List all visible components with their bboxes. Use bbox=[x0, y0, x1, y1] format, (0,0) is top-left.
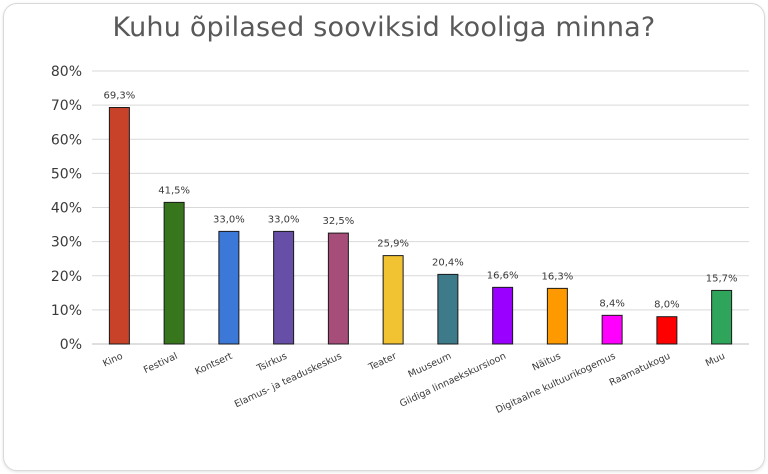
data-label: 69,3% bbox=[103, 91, 135, 102]
bar bbox=[656, 316, 678, 345]
bar bbox=[218, 230, 240, 345]
bar bbox=[327, 232, 349, 345]
y-tick-label: 50% bbox=[51, 166, 82, 182]
data-label: 15,7% bbox=[706, 273, 738, 284]
x-tick-label: Giidiga linnaekskursioon bbox=[398, 351, 508, 410]
bar bbox=[546, 287, 568, 345]
data-label: 33,0% bbox=[213, 214, 245, 225]
bar bbox=[163, 201, 185, 345]
y-tick-label: 20% bbox=[51, 269, 82, 285]
data-label: 16,3% bbox=[541, 271, 573, 282]
data-label: 8,4% bbox=[599, 298, 624, 309]
y-tick-label: 30% bbox=[51, 235, 82, 251]
x-tick-label: Kino bbox=[101, 351, 125, 370]
data-label: 25,9% bbox=[377, 239, 409, 250]
bar bbox=[492, 286, 514, 345]
data-label: 20,4% bbox=[432, 257, 464, 268]
bar bbox=[108, 107, 130, 345]
y-tick-label: 80% bbox=[51, 64, 82, 80]
data-label: 32,5% bbox=[322, 216, 354, 227]
x-tick-label: Raamatukogu bbox=[608, 351, 672, 389]
x-tick-label: Muu bbox=[704, 351, 727, 370]
data-label: 33,0% bbox=[268, 214, 300, 225]
y-tick-label: 40% bbox=[51, 201, 82, 217]
y-tick-label: 0% bbox=[60, 337, 82, 353]
x-tick-label: Tsirkus bbox=[254, 351, 289, 375]
bar bbox=[711, 289, 733, 345]
x-tick-label: Muuseum bbox=[407, 351, 454, 381]
bar-chart: 0% 10% 20% 30% 40% 50% 60% 70% 80% 69,3% Kino 41,5%… bbox=[51, 64, 749, 416]
x-tick-label: Kontsert bbox=[193, 351, 234, 378]
y-tick-label: 70% bbox=[51, 98, 82, 114]
x-tick-label: Teater bbox=[366, 351, 398, 374]
chart-title: Kuhu õpilased sooviksid kooliga minna? bbox=[112, 12, 656, 43]
x-tick-label: Näitus bbox=[531, 351, 563, 374]
x-tick-label: Festival bbox=[142, 351, 179, 376]
bar bbox=[437, 273, 459, 345]
data-label: 16,6% bbox=[487, 270, 519, 281]
chart-card: Kuhu õpilased sooviksid kooliga minna? 0… bbox=[3, 3, 765, 471]
bar bbox=[382, 255, 404, 345]
y-tick-label: 10% bbox=[51, 303, 82, 319]
data-label: 8,0% bbox=[654, 300, 679, 311]
y-tick-label: 60% bbox=[51, 132, 82, 148]
bar bbox=[273, 230, 295, 345]
bar bbox=[601, 314, 623, 345]
data-label: 41,5% bbox=[158, 185, 190, 196]
